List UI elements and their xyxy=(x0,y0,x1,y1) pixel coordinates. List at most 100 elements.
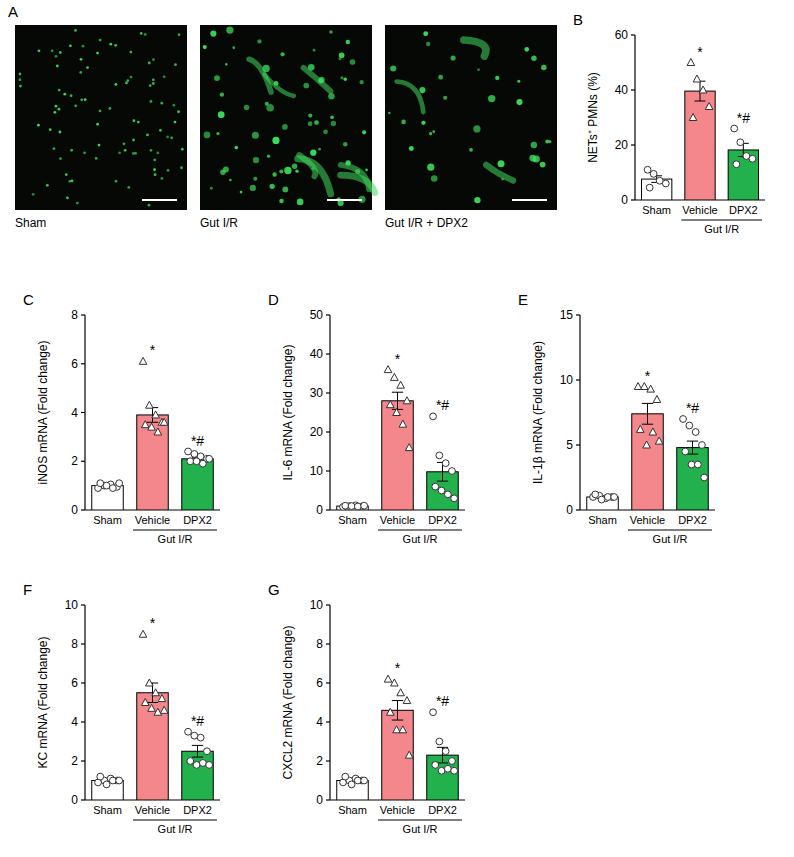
cell-dot xyxy=(156,152,159,155)
y-tick xyxy=(326,604,330,605)
cell-dot xyxy=(70,94,73,97)
category-label: DPX2 xyxy=(183,514,212,526)
y-tick xyxy=(576,314,580,315)
y-tick-label: 0 xyxy=(566,503,573,517)
y-tick xyxy=(326,392,330,393)
cell-dot xyxy=(152,58,155,61)
cell-dot xyxy=(350,59,356,65)
y-tick xyxy=(81,721,85,722)
cell-dot xyxy=(421,121,425,125)
scale-bar xyxy=(512,199,547,201)
cell-dot xyxy=(204,132,211,139)
cell-dot xyxy=(443,96,447,100)
marks xyxy=(642,59,759,201)
marks xyxy=(337,366,459,510)
data-point xyxy=(749,155,756,162)
data-point xyxy=(193,762,200,769)
cell-dot xyxy=(265,102,269,106)
data-point xyxy=(436,452,443,459)
cell-dot xyxy=(313,49,316,52)
cell-dot xyxy=(132,152,135,155)
cell-dot xyxy=(174,121,177,124)
figure: AShamGut I/RGut I/R + DPX2B0204060NETs⁺ … xyxy=(0,0,794,857)
cell-dot xyxy=(210,187,213,190)
cell-dot xyxy=(419,87,425,93)
category-label: Sham xyxy=(588,514,617,526)
marks xyxy=(587,383,709,511)
category-label: Sham xyxy=(93,804,122,816)
category-label: Vehicle xyxy=(630,514,665,526)
y-tick xyxy=(81,412,85,413)
cell-dot xyxy=(257,39,261,43)
data-point xyxy=(185,448,192,455)
group-label: Gut I/R xyxy=(653,533,688,545)
y-tick-label: 4 xyxy=(71,406,78,420)
data-point xyxy=(686,422,693,429)
data-point xyxy=(655,437,663,444)
y-axis xyxy=(329,315,330,510)
cell-dot xyxy=(308,113,312,117)
data-point xyxy=(97,480,104,487)
cell-dot xyxy=(56,65,59,68)
y-axis-title: IL-6 mRNA (Fold change) xyxy=(281,344,295,480)
data-point xyxy=(403,697,411,704)
category-label: Vehicle xyxy=(135,514,170,526)
y-tick-label: 20 xyxy=(615,138,629,152)
net-strand xyxy=(264,74,293,96)
cell-dot xyxy=(540,162,546,168)
y-tick-label: 40 xyxy=(615,83,629,97)
panel-letter: D xyxy=(268,291,279,308)
cell-dot xyxy=(59,51,62,54)
data-point xyxy=(384,675,392,682)
bar xyxy=(728,150,758,200)
cell-dot xyxy=(148,204,151,207)
data-point xyxy=(154,708,162,715)
y-tick-label: 40 xyxy=(310,347,324,361)
data-point xyxy=(405,751,413,758)
cell-dot xyxy=(32,193,35,196)
error-stem xyxy=(197,745,198,757)
data-point xyxy=(384,366,392,373)
y-axis-title: CXCL2 mRNA (Fold change) xyxy=(281,625,295,779)
image-background xyxy=(15,25,187,210)
cell-dot xyxy=(46,184,49,187)
cell-dot xyxy=(365,169,368,172)
data-point xyxy=(644,166,651,173)
error-stem xyxy=(692,441,693,454)
data-point xyxy=(199,760,206,767)
data-point xyxy=(641,383,649,390)
data-point xyxy=(737,139,744,146)
significance: * xyxy=(697,44,703,60)
cell-dot xyxy=(178,33,181,36)
scale-bar xyxy=(327,199,362,201)
data-point xyxy=(342,773,349,780)
data-point xyxy=(699,86,707,93)
net-strand xyxy=(486,165,513,181)
y-tick xyxy=(326,509,330,510)
error-bar xyxy=(392,701,403,721)
cell-dot xyxy=(432,130,435,133)
cell-dot xyxy=(339,52,345,58)
image-caption: Gut I/R + DPX2 xyxy=(385,216,468,230)
cell-dot xyxy=(280,52,284,56)
cell-dot xyxy=(80,98,83,101)
cell-dot xyxy=(149,84,152,87)
cell-dot xyxy=(253,177,257,181)
error-bar xyxy=(642,403,653,424)
cell-dot xyxy=(160,102,163,105)
category-label: Vehicle xyxy=(682,204,717,216)
data-point xyxy=(694,461,701,468)
data-point xyxy=(442,748,449,755)
y-tick xyxy=(326,760,330,761)
data-point xyxy=(731,125,738,132)
cell-dot xyxy=(19,73,22,76)
cell-dot xyxy=(343,142,348,147)
net-strand xyxy=(303,68,330,91)
data-point xyxy=(185,728,192,735)
error-stem xyxy=(647,403,648,424)
micrograph xyxy=(200,25,375,210)
cell-dot xyxy=(132,139,135,142)
cell-dot xyxy=(51,49,54,52)
y-tick xyxy=(81,799,85,800)
cell-dot xyxy=(84,98,87,101)
